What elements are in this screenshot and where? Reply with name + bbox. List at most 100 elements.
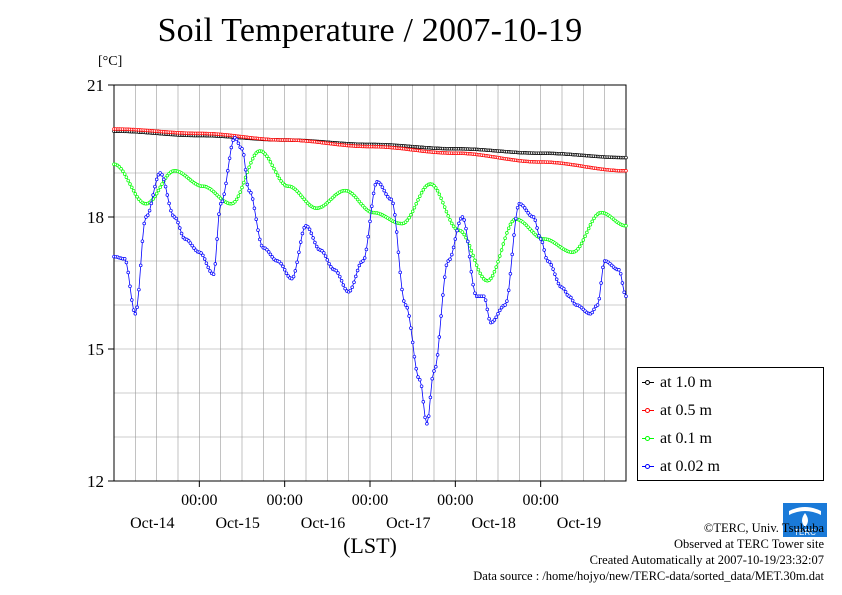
series-point-1 [624, 169, 628, 173]
series-point-3 [494, 315, 498, 319]
series-point-2 [585, 230, 589, 235]
series-point-2 [135, 194, 139, 199]
series-point-3 [473, 291, 477, 295]
series-point-3 [350, 285, 354, 290]
series-point-3 [562, 286, 566, 291]
series-point-2 [480, 274, 484, 279]
series-point-3 [553, 272, 557, 276]
series-point-2 [506, 226, 511, 230]
series-point-3 [544, 256, 548, 260]
series-point-3 [167, 201, 171, 206]
series-point-3 [234, 137, 239, 142]
x-tick-label: 00:00 [266, 492, 302, 509]
series-point-3 [394, 230, 399, 234]
series-point-3 [281, 264, 285, 269]
series-point-2 [412, 205, 417, 210]
series-point-3 [215, 237, 219, 241]
series-point-2 [154, 191, 159, 196]
series-point-3 [450, 252, 454, 257]
x-axis-label: (LST) [343, 533, 397, 558]
series-point-3 [322, 251, 326, 255]
series-point-2 [265, 154, 269, 158]
series-point-2 [250, 156, 255, 161]
series-point-3 [483, 298, 488, 302]
series-point-3 [192, 246, 196, 250]
series-point-3 [521, 203, 525, 208]
series-point-2 [236, 194, 241, 198]
series-point-2 [439, 196, 443, 201]
series-point-2 [416, 198, 420, 202]
series-point-2 [579, 241, 584, 246]
series-point-2 [586, 226, 591, 231]
series-point-3 [329, 265, 333, 269]
series-point-2 [121, 169, 125, 174]
series-point-3 [339, 279, 344, 283]
series-point-2 [126, 178, 130, 183]
created-text: Created Automatically at 2007-10-19/23:3… [589, 553, 824, 567]
series-point-2 [122, 172, 127, 176]
series-point-3 [325, 258, 330, 262]
legend-item-01m: at 0.1 m [642, 429, 712, 449]
series-point-2 [128, 182, 132, 186]
series-point-3 [522, 206, 527, 210]
legend-swatch-01m [642, 434, 654, 444]
series-point-2 [592, 216, 596, 221]
legend-label-01m: at 0.1 m [660, 430, 712, 447]
series-point-3 [291, 274, 296, 279]
series-point-3 [361, 259, 365, 263]
series-point-3 [556, 281, 561, 286]
series-point-3 [524, 208, 529, 213]
series-point-2 [508, 222, 513, 227]
series-point-3 [428, 395, 433, 400]
series-point-3 [378, 182, 383, 187]
series-point-3 [590, 310, 594, 315]
series-point-3 [357, 263, 362, 268]
series-point-3 [279, 261, 283, 266]
series-point-3 [373, 183, 378, 187]
series-point-3 [249, 191, 253, 195]
series-point-2 [419, 191, 424, 195]
x-tick-label: 00:00 [352, 492, 388, 509]
series-point-3 [252, 206, 257, 211]
series-point-3 [570, 298, 575, 303]
series-point-3 [348, 288, 353, 293]
legend-label-002m: at 0.02 m [660, 458, 720, 475]
series-point-3 [306, 224, 310, 229]
series-point-2 [450, 221, 454, 226]
series-point-3 [334, 268, 338, 273]
series-point-3 [425, 422, 429, 426]
series-point-3 [542, 248, 546, 252]
series-point-3 [563, 290, 568, 294]
series-point-3 [282, 268, 287, 272]
series-point-3 [592, 307, 596, 312]
series-point-3 [124, 260, 129, 265]
series-point-3 [453, 237, 458, 241]
series-point-3 [391, 201, 395, 206]
y-tick-label: 15 [87, 340, 104, 359]
series-point-2 [499, 248, 504, 252]
series-point-3 [126, 270, 130, 275]
terc-logo: TERC [783, 503, 827, 537]
series-point-3 [163, 184, 168, 189]
credits-block: ©TERC, Univ. Tsukuba Observed at TERC To… [473, 520, 824, 584]
series-point-3 [389, 197, 394, 202]
series-point-2 [624, 224, 628, 228]
series-point-3 [403, 303, 408, 307]
series-point-3 [174, 216, 178, 221]
series-point-3 [320, 249, 324, 253]
series-point-3 [442, 275, 447, 279]
series-point-3 [309, 231, 314, 236]
series-point-2 [446, 214, 450, 218]
x-tick-label: 00:00 [522, 492, 558, 509]
series-point-3 [343, 286, 347, 291]
series-point-2 [434, 186, 438, 190]
series-point-3 [231, 138, 235, 143]
series-point-3 [430, 376, 434, 381]
series-point-2 [410, 209, 415, 214]
series-point-3 [537, 234, 541, 238]
series-point-3 [247, 188, 251, 193]
series-point-3 [211, 272, 216, 276]
series-point-3 [268, 252, 273, 257]
series-point-2 [247, 165, 251, 170]
series-point-3 [533, 218, 538, 222]
